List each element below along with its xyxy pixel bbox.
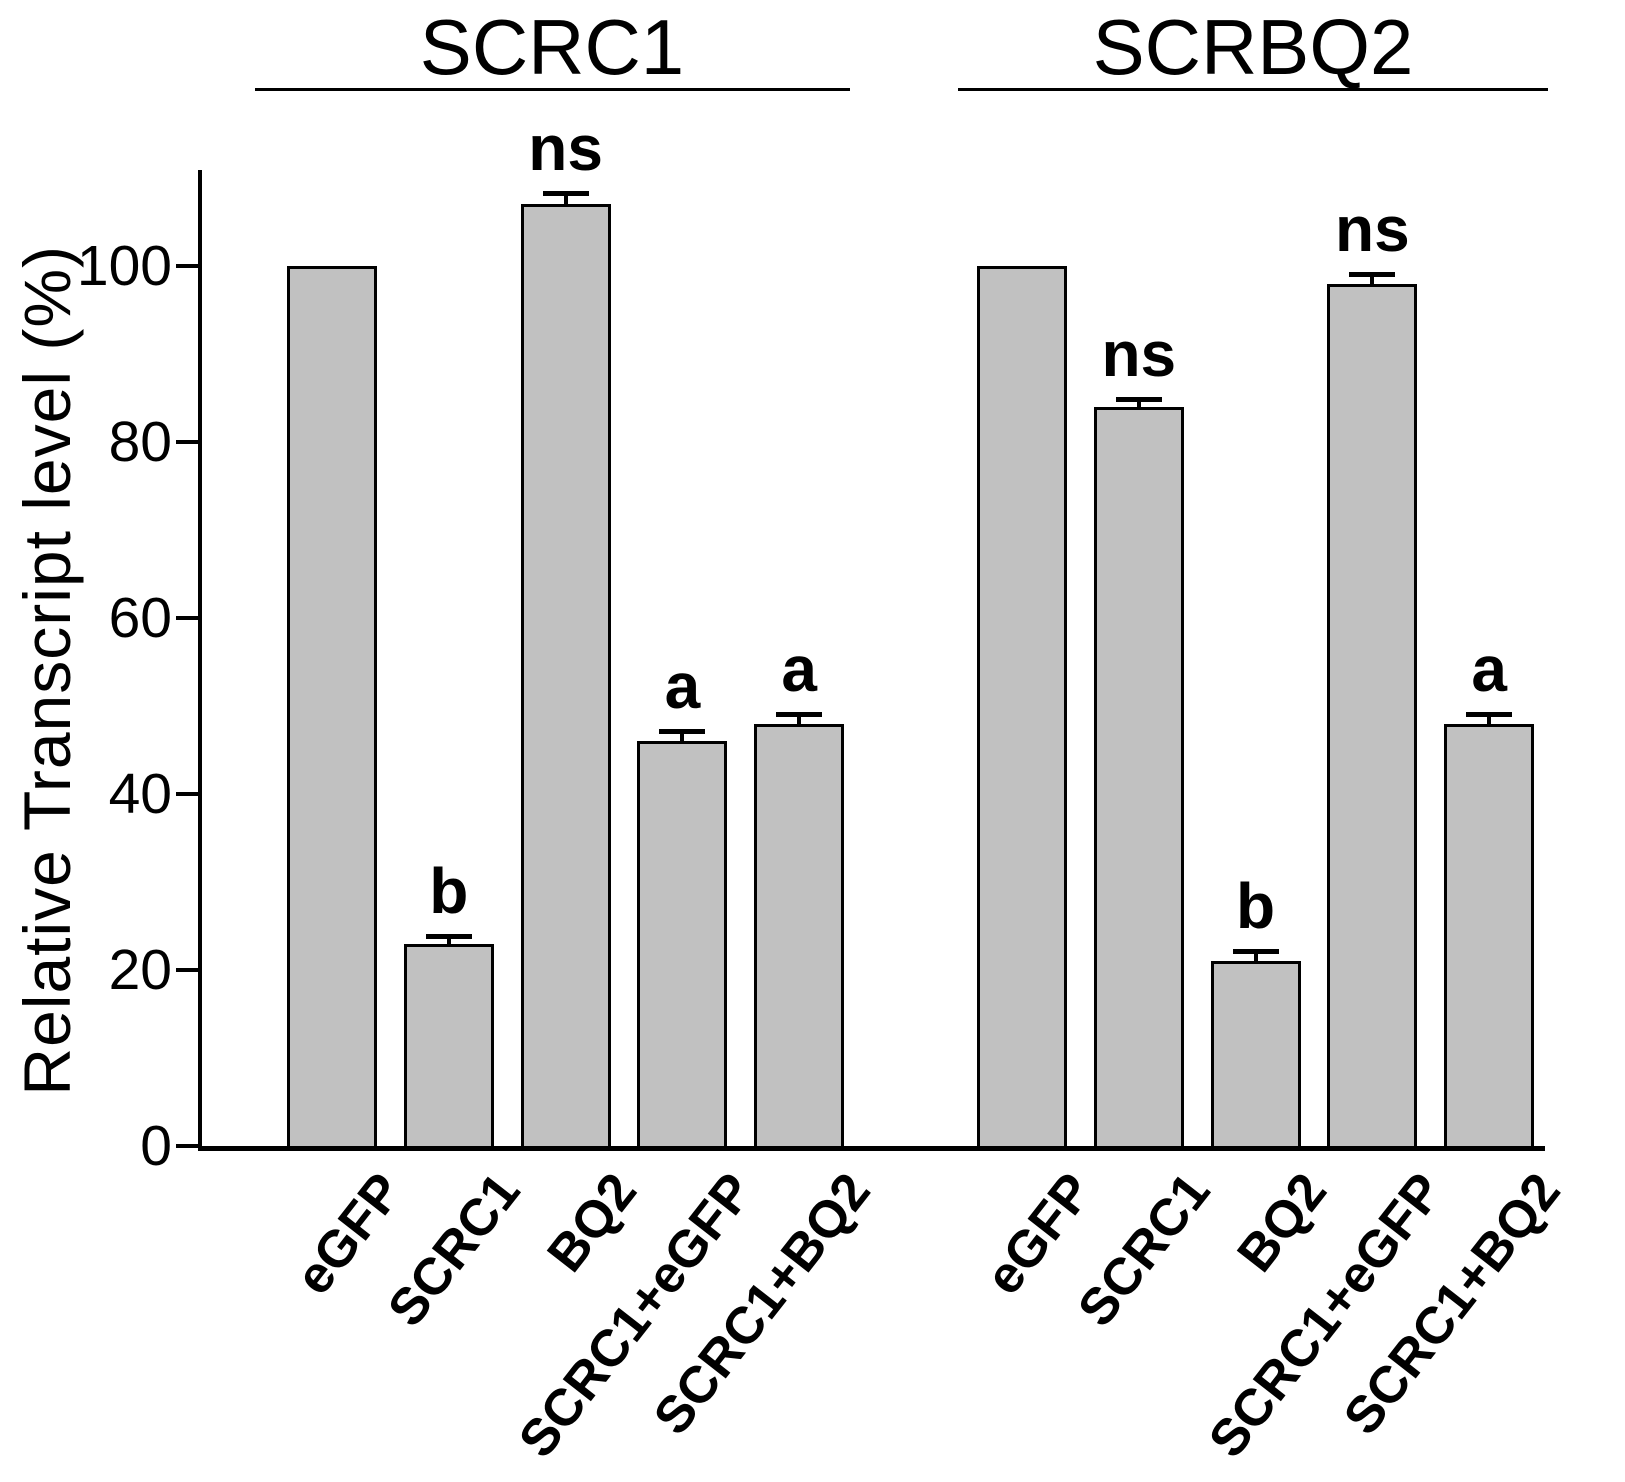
- error-bar-stem: [680, 734, 685, 742]
- error-bar-stem: [1487, 716, 1492, 724]
- error-bar-stem: [1370, 276, 1375, 284]
- error-bar-cap: [1349, 271, 1396, 277]
- significance-label-SCRC1-SCRC1: b: [429, 855, 469, 928]
- significance-label-SCRBQ2-BQ2: b: [1236, 870, 1276, 943]
- x-axis-label-SCRC1-BQ2: BQ2: [536, 1162, 648, 1283]
- y-axis-tick: [176, 1144, 198, 1148]
- y-axis-tick: [176, 440, 198, 444]
- y-axis-tick: [176, 264, 198, 268]
- y-axis-tick-label: 20: [108, 938, 172, 1002]
- bar-SCRBQ2-SCRC1+BQ2: [1444, 723, 1535, 1149]
- significance-label-SCRBQ2-SCRC1: ns: [1101, 318, 1177, 391]
- error-bar-stem: [1136, 402, 1141, 407]
- group-header-underline: [255, 88, 850, 91]
- error-bar-stem: [446, 939, 451, 944]
- bar-SCRC1-eGFP: [287, 266, 377, 1149]
- bar-SCRC1-BQ2: [520, 204, 611, 1149]
- y-axis-tick-label: 0: [140, 1114, 172, 1178]
- significance-label-SCRC1-SCRC1+eGFP: a: [664, 650, 701, 723]
- error-bar-cap: [659, 729, 706, 735]
- bar-SCRBQ2-SCRC1: [1093, 406, 1184, 1149]
- error-bar-cap: [542, 190, 589, 196]
- error-bar-cap: [776, 712, 823, 718]
- y-axis-tick: [176, 792, 198, 796]
- bar-SCRC1-SCRC1+BQ2: [754, 723, 845, 1149]
- y-axis-line: [198, 170, 202, 1151]
- error-bar-stem: [563, 195, 568, 205]
- y-axis-tick-label: 40: [108, 762, 172, 826]
- error-bar-cap: [425, 934, 472, 940]
- significance-label-SCRBQ2-SCRC1+BQ2: a: [1471, 632, 1507, 705]
- bar-SCRBQ2-eGFP: [977, 266, 1067, 1149]
- bar-SCRC1-SCRC1+eGFP: [637, 741, 728, 1149]
- error-bar-stem: [797, 717, 802, 724]
- y-axis-tick-label: 80: [108, 410, 172, 474]
- x-axis-label-SCRBQ2-BQ2: BQ2: [1226, 1162, 1338, 1283]
- error-bar-cap: [1466, 711, 1513, 717]
- bar-SCRC1-SCRC1: [403, 943, 494, 1149]
- error-bar-cap: [1115, 397, 1162, 403]
- significance-label-SCRBQ2-SCRC1+eGFP: ns: [1335, 192, 1410, 265]
- significance-label-SCRC1-BQ2: ns: [528, 111, 603, 184]
- group-header-scrbq2: SCRBQ2: [1092, 3, 1414, 91]
- significance-label-SCRC1-SCRC1+BQ2: a: [781, 633, 817, 706]
- y-axis-tick-label: 100: [76, 234, 172, 298]
- y-axis-tick-label: 60: [108, 586, 172, 650]
- x-axis-line: [198, 1146, 1545, 1151]
- group-header-scrc1: SCRC1: [419, 3, 685, 91]
- bar-SCRBQ2-BQ2: [1210, 961, 1301, 1149]
- error-bar-stem: [1253, 954, 1258, 962]
- bar-SCRBQ2-SCRC1+eGFP: [1327, 283, 1418, 1149]
- error-bar-cap: [1232, 949, 1279, 955]
- y-axis-tick: [176, 968, 198, 972]
- y-axis-label-wrap: Relative Transcript level (%): [4, 180, 90, 1160]
- y-axis-tick: [176, 616, 198, 620]
- group-header-underline: [958, 88, 1548, 91]
